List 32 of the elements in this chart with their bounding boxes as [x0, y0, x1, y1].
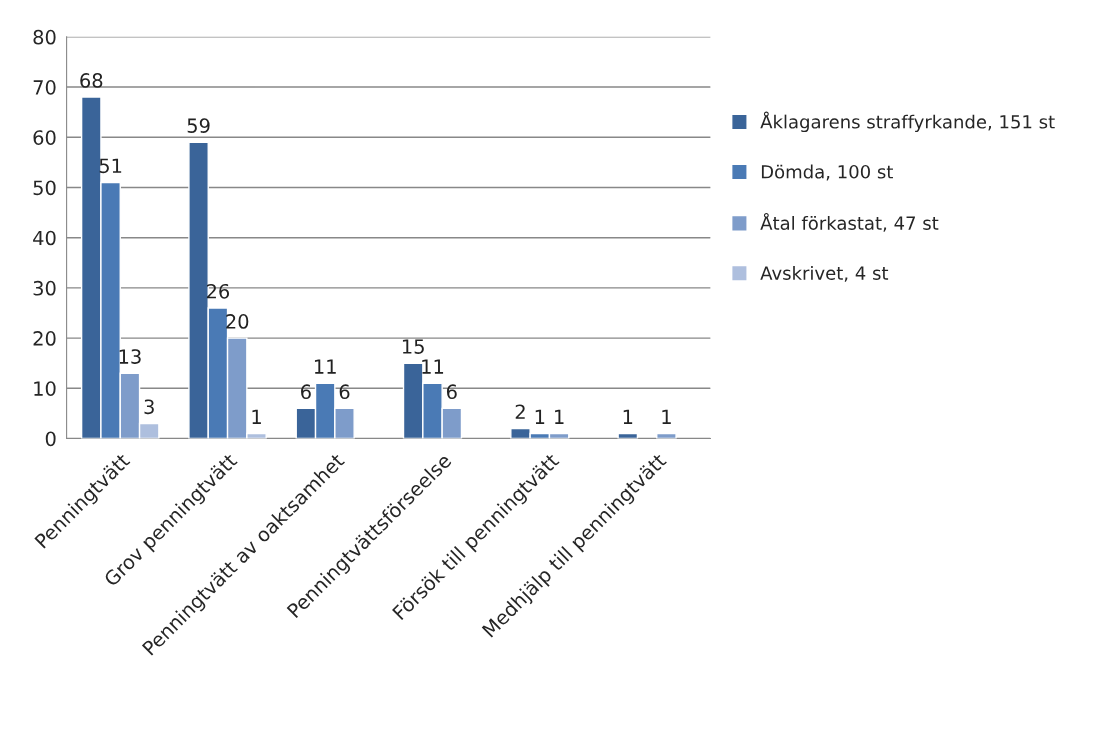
data-label: 6	[301, 384, 311, 400]
data-label: 68	[80, 73, 103, 88]
data-label: 6	[446, 384, 457, 400]
data-label: 59	[187, 118, 210, 133]
legend-label: Dömda, 100 st	[761, 164, 893, 181]
y-tick-label: 40	[33, 230, 56, 246]
data-label: 13	[119, 349, 141, 364]
bar	[656, 432, 677, 439]
y-tick-label: 50	[33, 180, 56, 196]
data-label: 1	[555, 409, 564, 424]
data-label: 15	[402, 339, 424, 354]
data-label: 6	[339, 384, 350, 400]
y-tick-label: 10	[34, 381, 56, 396]
y-tick-label: 0	[45, 431, 56, 447]
y-tick-label: 80	[33, 29, 56, 45]
y-tick-label: 70	[33, 80, 56, 95]
legend-label: Åklagarens straffyrkande, 151 st	[760, 111, 1055, 133]
y-tick-label: 30	[33, 280, 56, 296]
data-label: 1	[623, 409, 633, 424]
data-label: 1	[535, 409, 545, 424]
data-label: 3	[144, 399, 154, 415]
data-label: 11	[422, 359, 444, 374]
y-tick-label: 20	[33, 331, 56, 346]
data-label: 1	[252, 409, 261, 424]
y-tick-label: 60	[33, 130, 56, 145]
data-label: 26	[206, 283, 230, 299]
legend-label: Åtal förkastat, 47 st	[760, 212, 939, 232]
data-label: 2	[515, 404, 525, 419]
bar	[617, 432, 639, 439]
data-label: 11	[314, 359, 336, 374]
legend-label: Avskrivet, 4 st	[760, 265, 889, 282]
data-label: 1	[662, 409, 671, 424]
